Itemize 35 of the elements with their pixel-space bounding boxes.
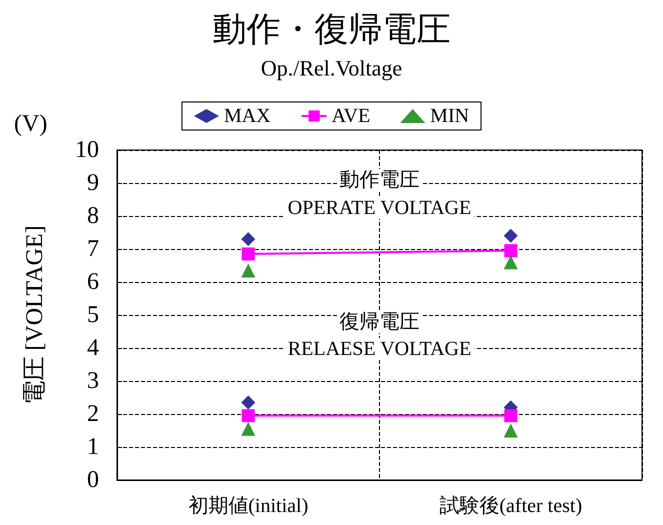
point: [241, 395, 256, 410]
x-tick-label: 初期値(initial): [188, 495, 308, 517]
y-tick-label: 1: [87, 434, 99, 460]
y-tick-label: 3: [87, 368, 99, 394]
text: (V): [14, 111, 48, 137]
y-tick-label: 9: [87, 170, 99, 196]
point: [242, 409, 255, 422]
y-tick-label: 7: [87, 236, 99, 262]
y-tick-label: 6: [87, 269, 99, 295]
legend-label: MAX: [224, 105, 272, 127]
point: [242, 247, 255, 260]
y-tick-label: 0: [87, 467, 99, 493]
point: [241, 263, 256, 278]
annotation: RELAESE VOLTAGE: [288, 338, 472, 360]
point: [504, 228, 518, 243]
annotation: 復帰電圧: [340, 311, 420, 333]
y-tick-label: 4: [87, 335, 99, 361]
point: [504, 255, 518, 270]
y-tick-label: 8: [87, 203, 99, 229]
y-tick-label: 2: [87, 401, 99, 427]
chart-title: 動作・復帰電圧: [212, 12, 450, 48]
annotation: 動作電圧: [340, 169, 420, 191]
point: [504, 244, 518, 258]
point: [504, 424, 518, 438]
x-tick-label: 試験後(after test): [439, 495, 582, 517]
chart-subtitle: Op./Rel.Voltage: [260, 56, 402, 80]
legend-label: MIN: [430, 105, 470, 127]
legend-label: AVE: [332, 105, 370, 127]
point: [504, 409, 518, 422]
point: [241, 232, 256, 246]
y-axis-title: 電圧 [VOLTAGE]: [22, 225, 48, 405]
point: [241, 422, 256, 436]
y-tick-label: 10: [75, 137, 99, 163]
y-tick-label: 5: [87, 302, 99, 328]
annotation: OPERATE VOLTAGE: [288, 197, 472, 219]
